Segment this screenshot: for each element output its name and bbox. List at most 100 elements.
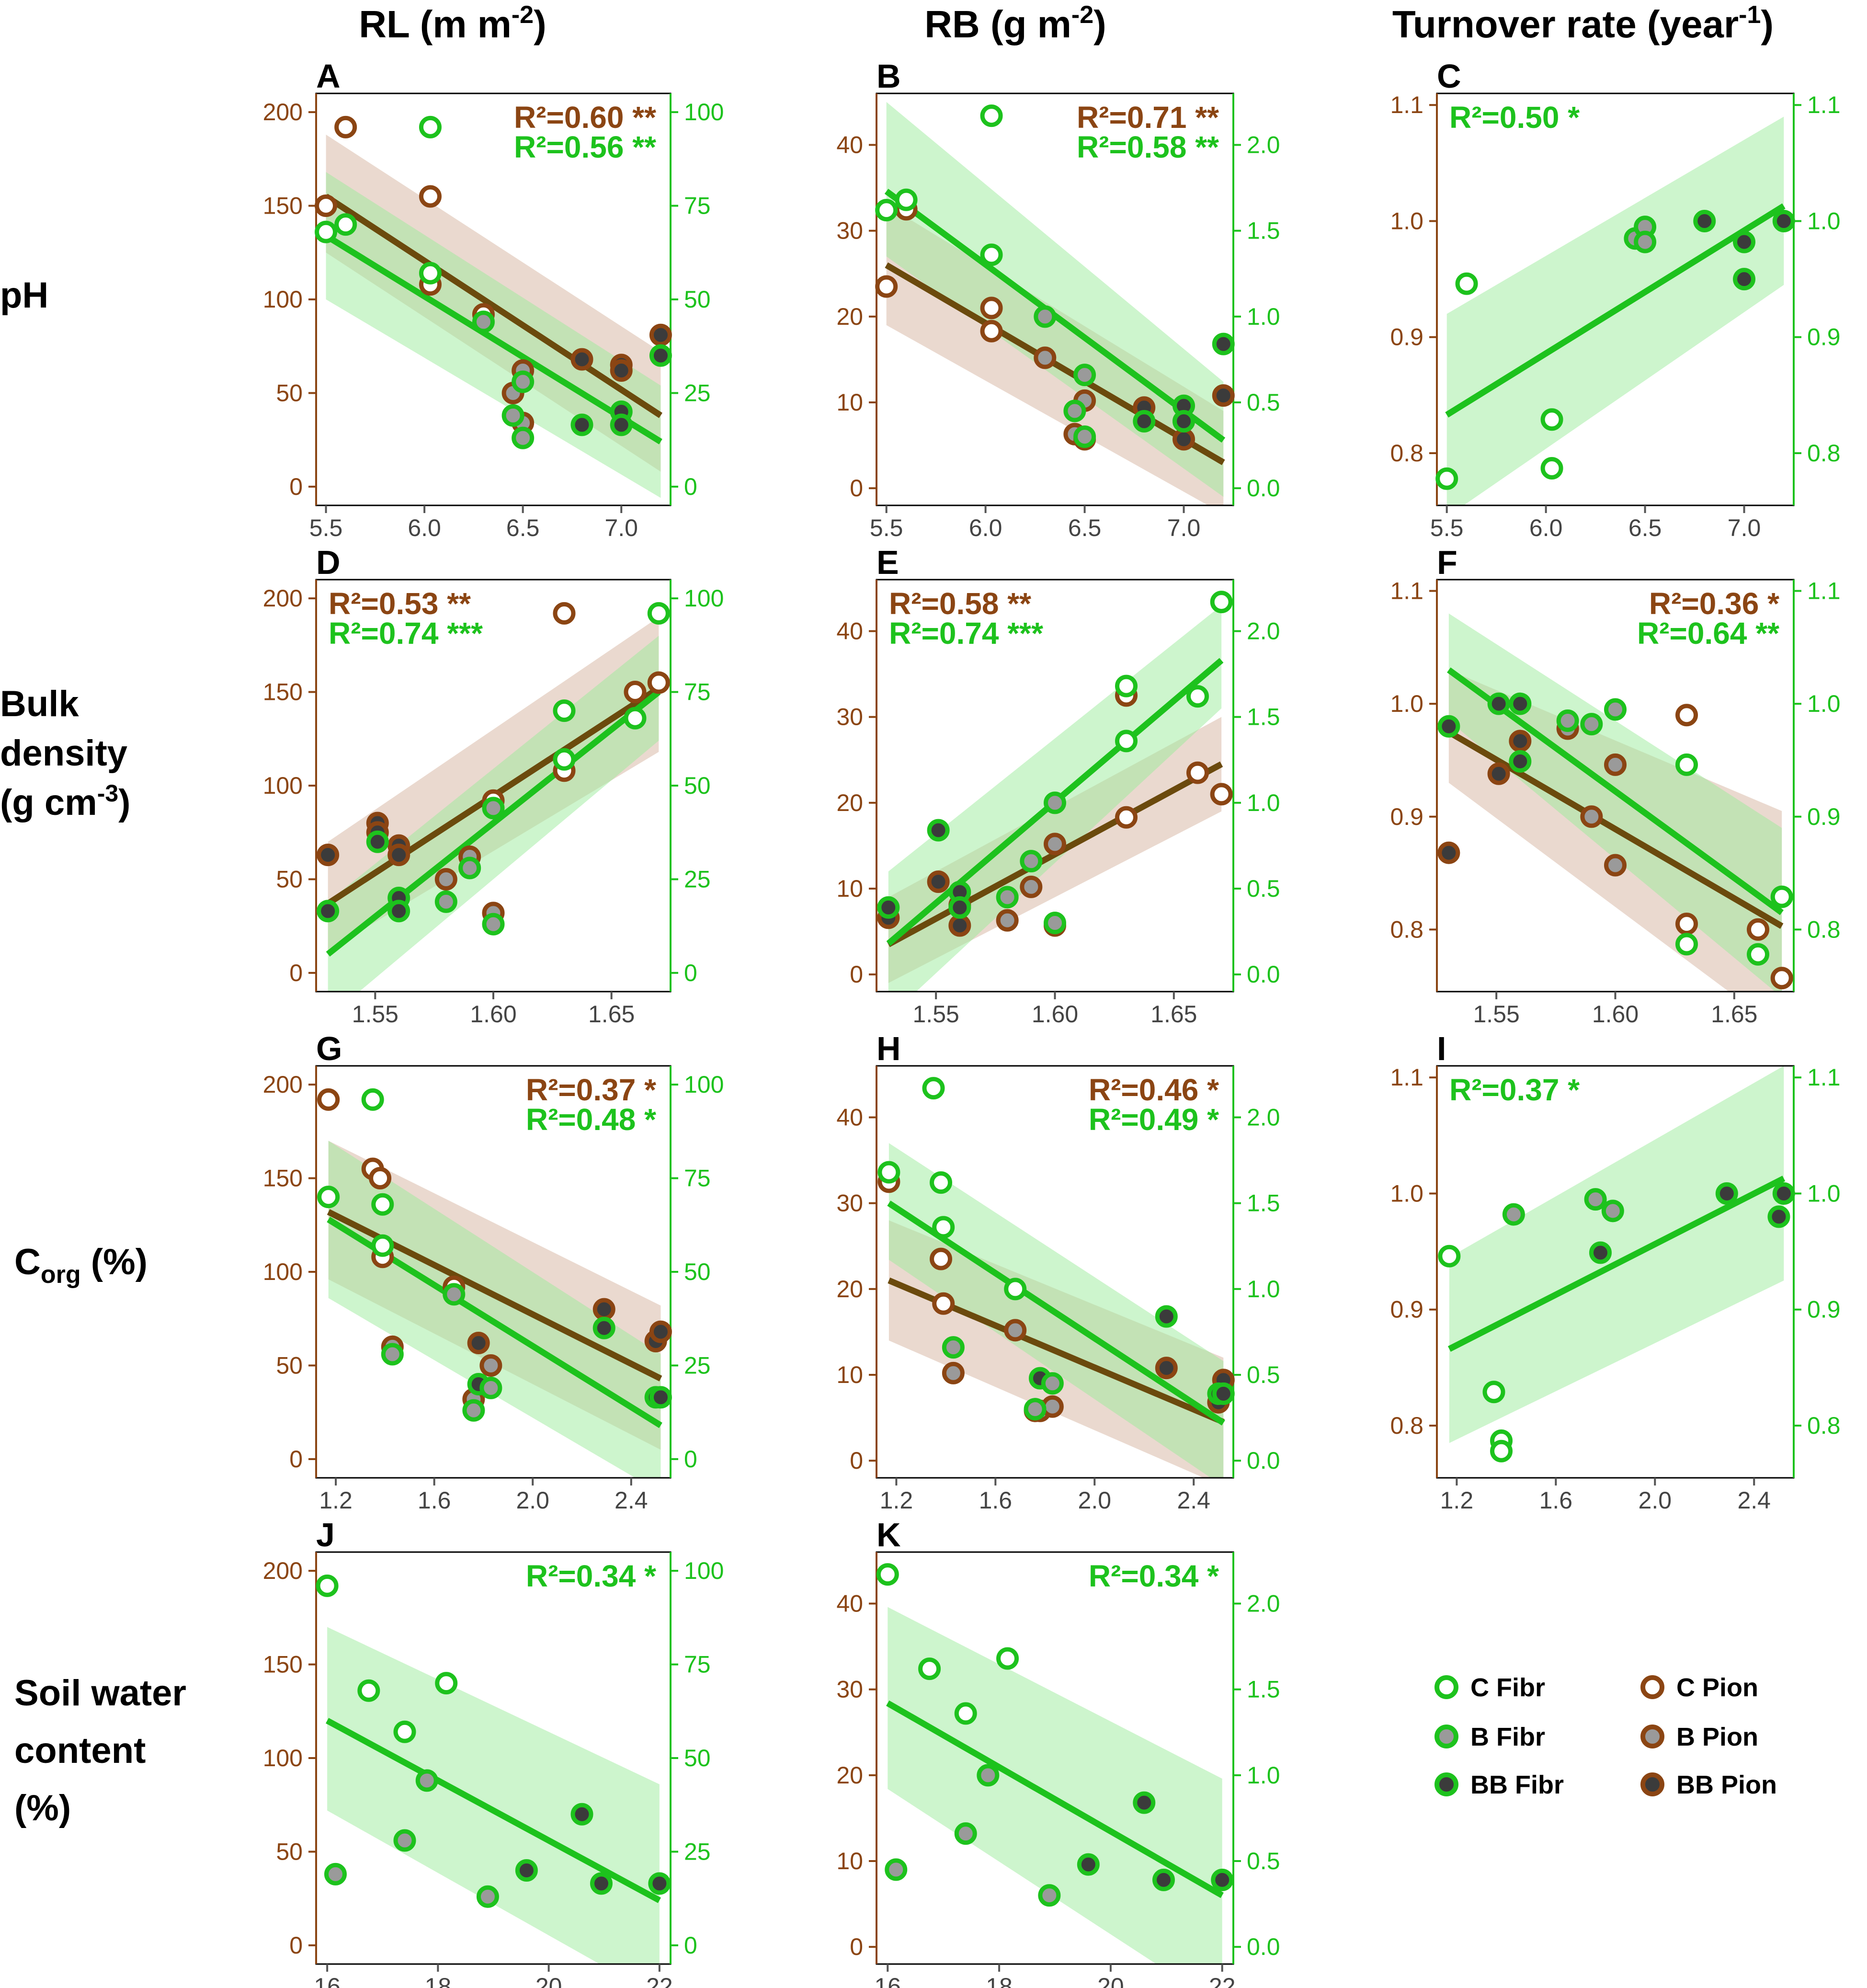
regression-line-fibr bbox=[1447, 1176, 1786, 1352]
data-point-c-pion bbox=[419, 185, 442, 208]
right-tick-label: 0.8 bbox=[1807, 440, 1841, 467]
data-point-b-fibr bbox=[1041, 1372, 1064, 1395]
right-tick-label: 0.9 bbox=[1807, 324, 1841, 351]
data-point-b-fibr bbox=[393, 1829, 416, 1852]
right-tick-label: 0.8 bbox=[1807, 916, 1841, 943]
data-point-b-fibr bbox=[1038, 1884, 1061, 1907]
data-point-b-fibr bbox=[977, 1764, 1000, 1787]
right-tick-label: 0.9 bbox=[1807, 1296, 1841, 1323]
x-tick-label: 6.5 bbox=[1628, 514, 1662, 541]
data-point-c-pion bbox=[553, 602, 576, 625]
data-point-c-fibr bbox=[930, 1171, 953, 1194]
left-tick-label: 100 bbox=[263, 286, 303, 313]
left-tick-label: 0 bbox=[289, 1446, 303, 1473]
left-tick-label: 0.9 bbox=[1390, 1296, 1423, 1323]
data-point-c-fibr bbox=[1186, 685, 1209, 708]
data-point-c-fibr bbox=[316, 1574, 339, 1597]
data-point-b-fibr bbox=[415, 1769, 438, 1792]
data-point-bb-fibr bbox=[1509, 750, 1532, 773]
right-tick-label: 100 bbox=[684, 99, 724, 126]
right-tick-label: 0.0 bbox=[1247, 1447, 1280, 1474]
data-point-bb-pion bbox=[592, 1298, 615, 1321]
data-point-c-fibr bbox=[553, 699, 576, 722]
right-tick-label: 1.1 bbox=[1807, 1064, 1841, 1091]
left-tick-label: 1.1 bbox=[1390, 91, 1423, 118]
right-tick-label: 0.5 bbox=[1247, 1361, 1280, 1388]
x-tick-label: 1.65 bbox=[1150, 1001, 1197, 1028]
left-tick-label: 20 bbox=[836, 303, 863, 330]
data-point-b-fibr bbox=[942, 1336, 965, 1359]
x-tick-label: 1.60 bbox=[470, 1001, 516, 1028]
data-point-c-fibr bbox=[1747, 943, 1769, 966]
left-tick-label: 0 bbox=[289, 473, 303, 500]
data-point-b-fibr bbox=[482, 797, 505, 820]
row-label-bulk-1: Bulk bbox=[0, 684, 79, 724]
r-squared-label: R²=0.74 *** bbox=[329, 616, 483, 651]
data-point-c-fibr bbox=[315, 220, 338, 243]
right-tick-label: 0 bbox=[684, 1932, 697, 1959]
panel-letter: E bbox=[877, 544, 899, 581]
left-tick-label: 100 bbox=[263, 1258, 303, 1285]
data-point-c-fibr bbox=[1438, 1245, 1461, 1268]
right-tick-label: 0.5 bbox=[1247, 1848, 1280, 1874]
left-tick-label: 200 bbox=[263, 1071, 303, 1098]
r-squared-label: R²=0.53 ** bbox=[329, 586, 471, 621]
data-point-b-fibr bbox=[1634, 230, 1657, 253]
x-tick-label: 6.5 bbox=[506, 514, 540, 541]
panel-k-bands bbox=[888, 1607, 1222, 1964]
x-tick-label: 5.5 bbox=[309, 514, 343, 541]
data-point-c-fibr bbox=[996, 1647, 1019, 1670]
data-point-c-fibr bbox=[954, 1702, 977, 1725]
data-point-bb-fibr bbox=[1509, 692, 1532, 715]
data-point-c-fibr bbox=[1115, 674, 1138, 697]
r-squared-label: R²=0.36 * bbox=[1649, 586, 1779, 621]
right-tick-label: 25 bbox=[684, 379, 711, 406]
data-point-b-pion bbox=[996, 909, 1019, 932]
confidence-band-fibr bbox=[327, 1627, 660, 1964]
x-tick-label: 5.5 bbox=[870, 514, 903, 541]
right-tick-label: 0.0 bbox=[1247, 1933, 1280, 1960]
data-point-c-fibr bbox=[435, 1672, 458, 1695]
data-point-c-fibr bbox=[1490, 1440, 1513, 1462]
column-header-turnover: Turnover rate (year-1) bbox=[1392, 1, 1774, 46]
right-tick-label: 1.5 bbox=[1247, 217, 1280, 244]
panel-b: 0 10 20 30 40 0.0 0.5 1.0 1.5 2.0 5.5 6.0 6.5 7.0 R²=0… bbox=[836, 57, 1280, 541]
right-tick-label: 50 bbox=[684, 1258, 711, 1285]
regression-line-pion bbox=[885, 262, 1225, 466]
data-point-bb-fibr bbox=[1211, 1868, 1234, 1891]
data-point-c-pion bbox=[647, 671, 670, 694]
data-point-c-pion bbox=[1210, 783, 1233, 806]
data-point-c-pion bbox=[315, 194, 338, 217]
x-tick-label: 1.6 bbox=[979, 1487, 1013, 1514]
data-point-c-pion bbox=[1115, 806, 1138, 829]
data-point-b-pion bbox=[1580, 805, 1603, 828]
right-tick-label: 0.8 bbox=[1807, 1412, 1841, 1439]
right-tick-label: 1.0 bbox=[1807, 207, 1841, 234]
r-squared-label: R²=0.46 * bbox=[1089, 1073, 1219, 1107]
x-tick-label: 2.0 bbox=[1639, 1487, 1672, 1514]
x-tick-label: 1.55 bbox=[1473, 1001, 1520, 1028]
x-tick-label: 1.6 bbox=[1539, 1487, 1573, 1514]
data-point-c-pion bbox=[317, 1088, 340, 1111]
data-point-c-fibr bbox=[1540, 408, 1563, 431]
left-tick-label: 40 bbox=[836, 1104, 863, 1131]
data-point-c-fibr bbox=[1770, 885, 1793, 908]
legend-marker-c-pion bbox=[1640, 1675, 1664, 1699]
right-tick-label: 25 bbox=[684, 1838, 711, 1865]
left-tick-label: 0 bbox=[850, 475, 863, 502]
left-tick-label: 0.8 bbox=[1390, 916, 1423, 943]
x-tick-label: 7.0 bbox=[1728, 514, 1761, 541]
right-tick-label: 1.5 bbox=[1247, 1676, 1280, 1703]
data-point-c-pion bbox=[624, 681, 647, 704]
x-tick-label: 1.2 bbox=[1440, 1487, 1474, 1514]
data-point-c-fibr bbox=[877, 1161, 900, 1184]
panel-h: 0 10 20 30 40 0.0 0.5 1.0 1.5 2.0 1.2 1.6 2.0 2.4 R²=0… bbox=[836, 1030, 1280, 1514]
data-point-bb-pion bbox=[1437, 841, 1460, 864]
x-tick-label: 1.55 bbox=[352, 1001, 398, 1028]
left-tick-label: 1.0 bbox=[1390, 1180, 1423, 1207]
data-point-c-fibr bbox=[980, 243, 1003, 266]
left-tick-label: 50 bbox=[276, 866, 303, 892]
data-point-b-pion bbox=[1044, 833, 1066, 856]
data-point-bb-pion bbox=[1487, 762, 1510, 785]
right-tick-label: 100 bbox=[684, 585, 724, 612]
